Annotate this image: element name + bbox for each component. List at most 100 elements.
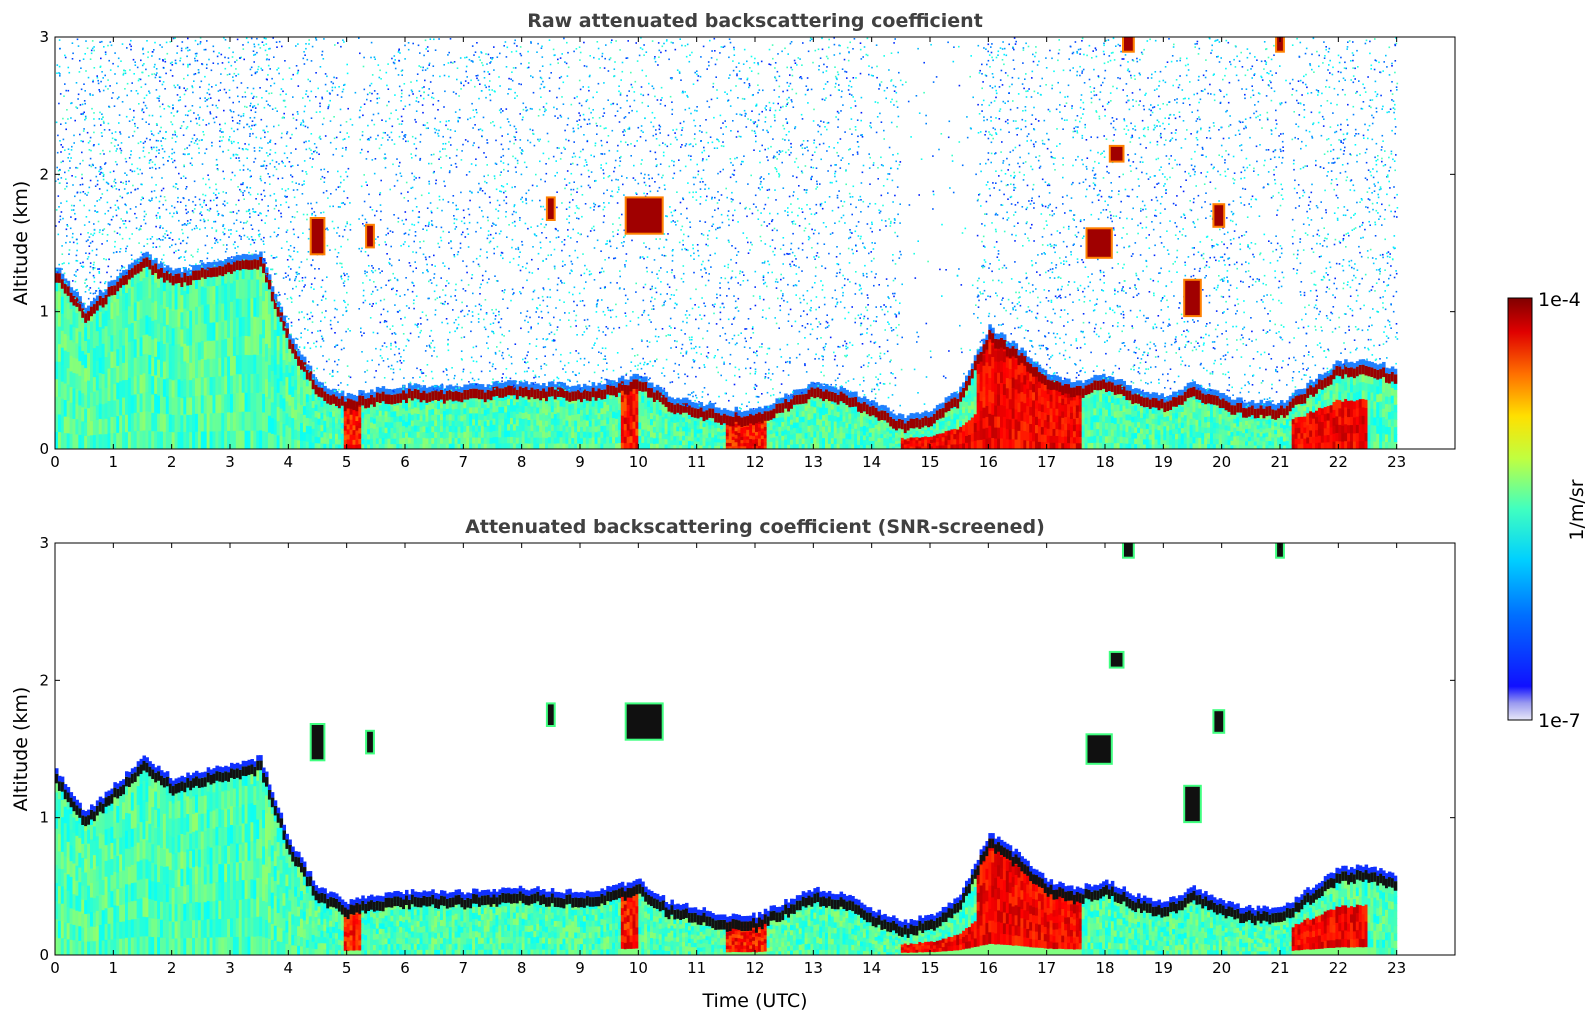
layer-band-cell: [232, 261, 237, 272]
heatmap-cell: [498, 418, 502, 426]
heatmap-cell: [273, 329, 278, 345]
heatmap-cell: [422, 437, 427, 444]
heatmap-cell: [542, 406, 546, 414]
layer-edge-cell: [197, 264, 202, 271]
heatmap-cell: [69, 433, 74, 449]
heatmap-cell: [632, 414, 637, 422]
heatmap-cell: [536, 430, 540, 438]
heatmap-cell: [437, 437, 441, 444]
heatmap-cell: [647, 406, 651, 413]
layer-band-cell: [151, 265, 155, 275]
heatmap-cell: [416, 401, 421, 409]
layer-edge-cell: [265, 267, 269, 273]
layer-edge-cell: [90, 301, 94, 307]
heatmap-cell: [585, 437, 590, 444]
layer-edge-cell: [227, 257, 231, 263]
heatmap-cell: [349, 409, 354, 415]
heatmap-cell: [130, 322, 135, 342]
heatmap-cell: [209, 304, 214, 323]
heatmap-cell: [623, 423, 628, 431]
heatmap-cell: [562, 442, 567, 449]
heatmap-cell: [101, 358, 106, 375]
heatmap-cell: [518, 398, 523, 406]
heatmap-cell: [635, 442, 639, 449]
heatmap-cell: [562, 412, 567, 420]
layer-band-cell: [84, 313, 88, 323]
heatmap-cell: [568, 420, 572, 427]
layer-edge-cell: [405, 387, 409, 394]
heatmap-cell: [273, 419, 278, 435]
heatmap-cell: [84, 394, 88, 409]
heatmap-cell: [393, 443, 397, 449]
heatmap-cell: [104, 325, 109, 342]
heatmap-cell: [609, 436, 613, 444]
heatmap-cell: [174, 378, 179, 398]
heatmap-cell: [200, 285, 205, 305]
layer-edge-cell: [399, 387, 403, 394]
heatmap-cell: [206, 412, 211, 432]
heatmap-cell: [66, 416, 71, 434]
layer-edge-cell: [340, 390, 345, 397]
heatmap-cell: [387, 432, 392, 439]
layer-edge-cell: [381, 386, 386, 392]
layer-band-cell: [600, 389, 604, 400]
heatmap-cell: [122, 310, 126, 329]
heatmap-cell: [393, 432, 397, 439]
heatmap-cell: [69, 386, 74, 403]
heatmap-cell: [475, 442, 479, 449]
heatmap-cell: [498, 442, 502, 449]
heatmap-cell: [101, 373, 106, 390]
heatmap-cell: [597, 406, 602, 414]
heatmap-cell: [588, 431, 593, 439]
heatmap-cell: [597, 424, 602, 432]
heatmap-cell: [98, 326, 103, 343]
heatmap-cell: [349, 434, 354, 440]
heatmap-cell: [355, 425, 359, 431]
heatmap-cell: [107, 432, 112, 449]
heatmap-cell: [300, 395, 304, 406]
layer-edge-cell: [460, 387, 464, 393]
layer-edge-cell: [95, 295, 100, 301]
heatmap-cell: [250, 316, 254, 337]
heatmap-cell: [343, 434, 348, 441]
heatmap-cell: [262, 300, 266, 320]
heatmap-cell: [130, 304, 135, 323]
heatmap-cell: [241, 259, 246, 279]
heatmap-cell: [507, 410, 511, 418]
heatmap-cell: [279, 366, 284, 382]
heatmap-cell: [428, 409, 432, 416]
heatmap-cell: [512, 442, 517, 449]
heatmap-cell: [381, 443, 386, 449]
heatmap-cell: [273, 434, 278, 449]
heatmap-cell: [457, 431, 462, 439]
heatmap-cell: [626, 410, 631, 418]
layer-edge-cell: [154, 257, 158, 264]
heatmap-cell: [647, 430, 651, 438]
heatmap-cell: [422, 413, 427, 421]
heatmap-cell: [510, 417, 514, 425]
heatmap-cell: [177, 326, 182, 345]
heatmap-cell: [81, 336, 85, 352]
heatmap-cell: [127, 359, 132, 378]
heatmap-cell: [577, 419, 581, 426]
heatmap-cell: [84, 381, 88, 396]
layer-edge-cell: [168, 267, 173, 274]
layer-band-cell: [445, 390, 450, 401]
heatmap-cell: [98, 387, 103, 404]
heatmap-cell: [451, 431, 456, 439]
heatmap-cell: [352, 424, 357, 431]
heatmap-cell: [171, 293, 176, 311]
heatmap-cell: [600, 407, 604, 415]
heatmap-cell: [168, 290, 173, 309]
heatmap-cell: [469, 412, 473, 420]
heatmap-cell: [165, 342, 170, 361]
heatmap-cell: [247, 430, 252, 449]
heatmap-cell: [355, 434, 359, 441]
heatmap-cell: [632, 428, 637, 436]
layer-band-cell: [101, 297, 106, 308]
heatmap-cell: [457, 443, 462, 449]
heatmap-cell: [512, 398, 517, 406]
heatmap-cell: [92, 420, 97, 436]
layer-edge-cell: [477, 384, 482, 390]
heatmap-cell: [262, 282, 266, 302]
